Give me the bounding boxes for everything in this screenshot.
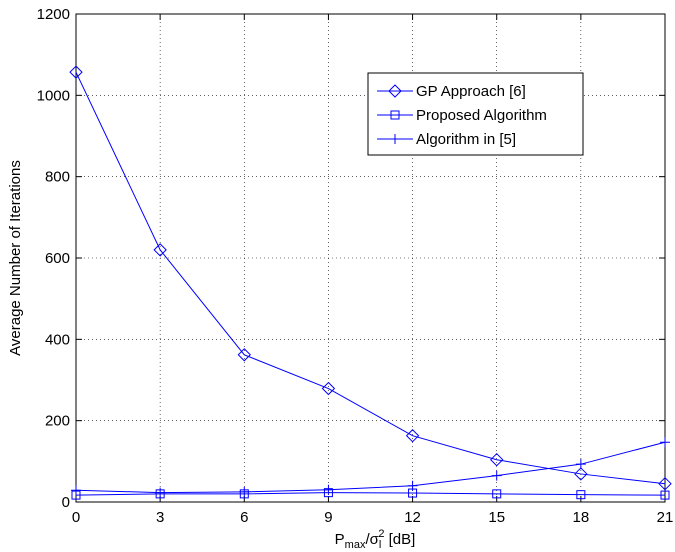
data-point-square	[576, 490, 586, 500]
series-line-2	[75, 492, 666, 496]
y-tick-label: 1200	[37, 6, 70, 23]
data-point-diamond	[69, 65, 83, 79]
x-axis-label-unit: [dB]	[384, 531, 415, 548]
data-point-plus	[407, 480, 418, 491]
data-point-plus	[491, 470, 502, 481]
y-tick-label: 1000	[37, 87, 70, 104]
legend-label-alg5: Algorithm in [5]	[416, 131, 516, 148]
data-point-diamond	[658, 476, 672, 491]
data-point-plus	[239, 486, 250, 497]
legend-box	[367, 72, 584, 156]
data-point-diamond	[237, 348, 251, 362]
x-tick-label: 15	[488, 509, 505, 526]
data-point-diamond	[490, 452, 504, 467]
y-tick-label: 600	[45, 250, 70, 267]
x-axis-label: Pmax/σl2 [dB]	[335, 528, 416, 551]
series-line-1	[75, 71, 666, 485]
data-point-square	[660, 490, 670, 500]
data-point-plus	[323, 484, 334, 495]
x-tick-label: 3	[156, 509, 164, 526]
data-point-square	[492, 489, 502, 499]
data-point-plus	[155, 487, 166, 498]
legend-marker-square	[390, 110, 400, 120]
legend-marker-plus	[390, 134, 400, 144]
axis-ticks: 0 3 6 9 12 15 18 21 0 200 400 600 800 1000 1200	[37, 6, 674, 526]
legend-item-proposed: Proposed Algorithm	[377, 107, 547, 124]
legend: GP Approach [6] Proposed Algorithm Algor…	[367, 72, 584, 156]
y-tick-label: 400	[45, 331, 70, 348]
x-tick-label: 9	[324, 509, 332, 526]
data-point-diamond	[574, 467, 588, 481]
series-group	[69, 65, 672, 500]
y-tick-label: 800	[45, 169, 70, 186]
x-axis-label-slash: /σ	[365, 531, 379, 548]
x-axis-label-sup: 2	[378, 528, 384, 540]
x-axis-label-sub1: max	[345, 539, 366, 551]
legend-marker-diamond	[388, 84, 402, 98]
data-point-plus	[660, 437, 670, 448]
legend-item-gp: GP Approach [6]	[377, 83, 526, 100]
data-point-diamond	[153, 243, 167, 257]
data-point-diamond	[405, 429, 420, 443]
grid	[76, 14, 665, 502]
x-tick-label: 12	[404, 509, 421, 526]
x-axis-label-sub2: l	[379, 539, 381, 551]
x-tick-label: 21	[657, 509, 674, 526]
legend-label-proposed: Proposed Algorithm	[416, 107, 547, 124]
legend-item-alg5: Algorithm in [5]	[377, 131, 516, 148]
data-point-diamond	[321, 381, 336, 396]
y-axis-label: Average Number of Iterations	[7, 160, 24, 356]
y-tick-label: 200	[45, 413, 70, 430]
x-tick-label: 18	[573, 509, 590, 526]
legend-label-gp: GP Approach [6]	[416, 83, 526, 100]
x-tick-label: 6	[240, 509, 248, 526]
data-point-plus	[575, 459, 586, 470]
data-point-plus	[71, 485, 81, 496]
x-axis-label-main: P	[335, 531, 345, 548]
y-tick-label: 0	[62, 494, 70, 511]
series-line-3	[75, 441, 666, 494]
x-tick-label: 0	[72, 509, 80, 526]
